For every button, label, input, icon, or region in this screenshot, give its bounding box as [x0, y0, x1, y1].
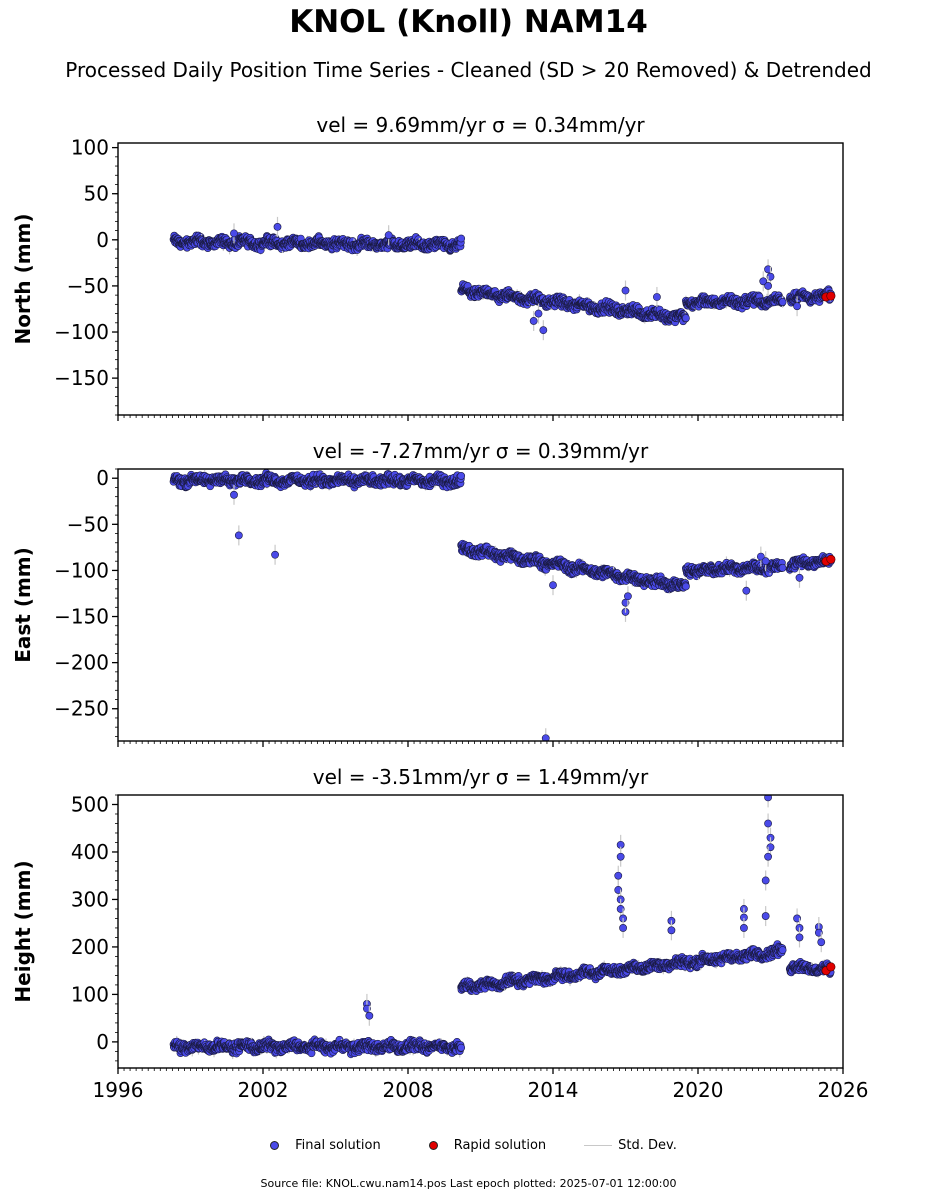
y-tick-label: −100	[54, 320, 109, 344]
rapid-point	[826, 291, 836, 301]
figure-title: KNOL (Knoll) NAM14	[289, 4, 648, 40]
panel-0: 100 50 0 −50 −100 −150 vel = 9.69mm/yr σ = 0.3…	[11, 113, 844, 421]
y-axis-label: North (mm)	[11, 213, 35, 344]
outlier-point	[230, 229, 238, 238]
panel-1: 0 −50 −100 −150 −200 −250 vel = -7.27mm/yr σ =…	[11, 439, 844, 747]
y-tick-label: −200	[54, 651, 109, 675]
outlier-point	[234, 531, 243, 540]
outlier-point	[271, 550, 279, 559]
panel-title: vel = 9.69mm/yr σ = 0.34mm/yr	[316, 113, 645, 137]
outlier-point	[621, 286, 630, 295]
panel-frame	[117, 468, 844, 742]
outlier-point	[273, 223, 282, 231]
final-point	[778, 298, 787, 306]
y-tick-label: −100	[54, 558, 109, 582]
panel-1-points	[169, 469, 836, 741]
panel-2-points	[169, 795, 836, 1060]
figure-subtitle: Processed Daily Position Time Series - C…	[65, 58, 872, 82]
panel-frame	[117, 142, 844, 416]
final-point	[457, 472, 466, 480]
y-tick-label: −150	[54, 605, 109, 629]
y-tick-label: −50	[67, 512, 109, 536]
outlier-point	[534, 309, 543, 318]
panel-0-points	[169, 216, 836, 341]
y-tick-label: 0	[96, 228, 109, 252]
y-tick-label: 50	[84, 182, 109, 206]
y-axis-label: East (mm)	[11, 547, 35, 663]
y-tick-label: 0	[96, 466, 109, 490]
outlier-point	[764, 282, 772, 290]
outlier-point	[766, 272, 775, 281]
outlier-point	[793, 302, 801, 311]
final-point	[457, 234, 466, 243]
outlier-point	[230, 490, 238, 499]
outlier-point	[539, 326, 548, 335]
outlier-point	[795, 573, 804, 582]
outlier-point	[529, 317, 538, 325]
y-tick-label: −150	[54, 366, 109, 390]
outlier-point	[764, 265, 772, 274]
panel-title: vel = -7.27mm/yr σ = 0.39mm/yr	[313, 439, 649, 463]
outlier-point	[759, 277, 768, 286]
y-tick-label: −50	[67, 274, 109, 298]
final-point	[682, 314, 690, 323]
outlier-point	[384, 231, 393, 240]
outlier-point	[624, 592, 632, 601]
outlier-point	[761, 557, 770, 566]
outlier-point	[653, 293, 661, 301]
outlier-point	[549, 581, 557, 590]
final-point	[682, 582, 690, 591]
rapid-point	[826, 554, 836, 564]
y-tick-label: −250	[54, 697, 109, 721]
outlier-point	[742, 586, 751, 595]
final-point	[778, 563, 787, 572]
y-tick-label: 100	[71, 136, 109, 160]
